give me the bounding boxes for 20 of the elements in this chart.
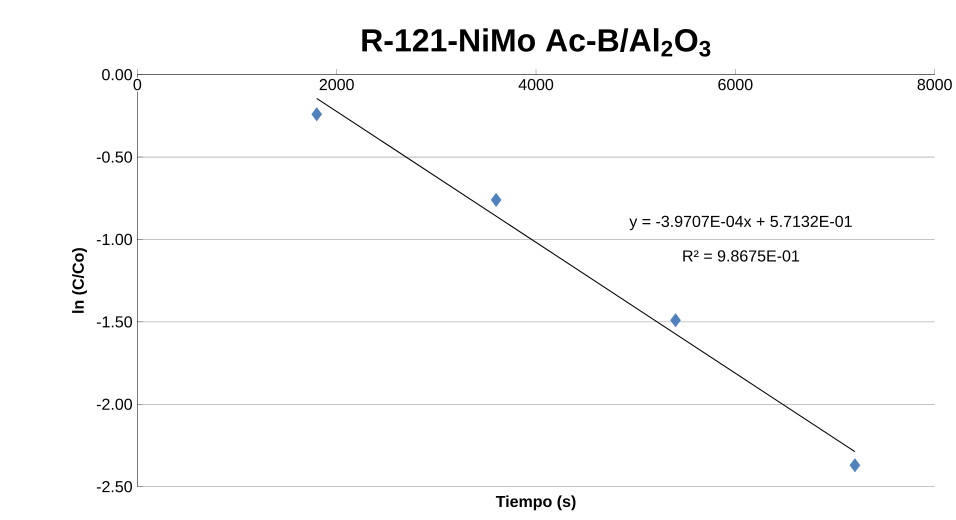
annotation: y = -3.9707E-04x + 5.7132E-01 — [629, 216, 852, 230]
y-tick-label: -0.50 — [96, 151, 132, 163]
point — [850, 458, 860, 472]
y-tick-label: 0.00 — [102, 69, 132, 80]
y-axis-title: ln (C/Co) — [72, 248, 88, 313]
x-axis-title: Tiempo (s) — [496, 495, 576, 510]
annotation: R² = 9.8675E-01 — [683, 250, 800, 262]
y-tick-label: -2.50 — [96, 480, 132, 492]
y-tick-label: -1.00 — [96, 234, 132, 246]
point — [670, 313, 681, 328]
point — [490, 192, 502, 207]
y-tick-label: -1.50 — [96, 316, 132, 328]
x-tick-label: 0 — [134, 78, 142, 90]
chart-title: R-121-NiMo Ac-B/Al$_{2}$O$_{3}$ — [362, 28, 710, 57]
x-tick-label: 2000 — [320, 78, 354, 90]
x-tick-label: 8000 — [918, 78, 952, 90]
x-tick-label: 6000 — [718, 78, 753, 90]
x-tick-label: 4000 — [518, 78, 554, 90]
y-tick-label: -2.00 — [96, 398, 132, 410]
point — [311, 107, 322, 122]
